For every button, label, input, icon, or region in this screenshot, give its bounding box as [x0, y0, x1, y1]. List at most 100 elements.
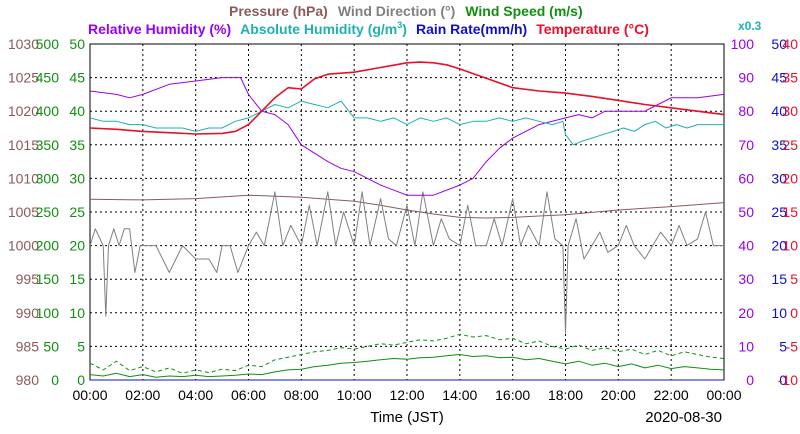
left-tick-wind_speed: 20 [69, 238, 85, 254]
right-tick-temp: -10 [778, 372, 798, 388]
legend-multiplier: x0.3 [738, 19, 762, 33]
right-tick-rain: 15 [771, 271, 787, 287]
left-tick-pressure: 1030 [8, 36, 39, 52]
right-tick-temp: 5 [790, 271, 798, 287]
date-label: 2020-08-30 [645, 409, 722, 426]
x-tick-label: 04:00 [178, 387, 213, 403]
legend-rh: Relative Humidity (%) [88, 21, 231, 37]
right-tick-rain: 25 [771, 204, 787, 220]
series-line-1 [89, 191, 724, 334]
right-tick-temp: 0 [790, 305, 798, 321]
left-tick-wind_speed: 25 [69, 204, 85, 220]
x-axis-title: Time (JST) [370, 409, 444, 426]
right-tick-rh: 40 [738, 238, 754, 254]
legend-wind_dir: Wind Direction (°) [338, 3, 455, 19]
left-tick-pressure: 1025 [8, 70, 39, 86]
x-tick-label: 10:00 [337, 387, 372, 403]
left-tick-wind_dir: 450 [36, 70, 60, 86]
right-tick-rh: 60 [738, 170, 754, 186]
x-tick-label: 14:00 [442, 387, 477, 403]
x-tick-label: 00:00 [706, 387, 741, 403]
right-tick-rh: 50 [738, 204, 754, 220]
right-tick-rain: 10 [771, 305, 787, 321]
left-tick-wind_speed: 0 [77, 372, 85, 388]
left-tick-wind_speed: 30 [69, 170, 85, 186]
left-tick-wind_dir: 500 [36, 36, 60, 52]
right-tick-rain: 50 [771, 36, 787, 52]
right-tick-temp: 15 [782, 204, 798, 220]
legend-rain: Rain Rate(mm/h) [416, 21, 527, 37]
x-tick-label: 08:00 [284, 387, 319, 403]
x-tick-label: 18:00 [548, 387, 583, 403]
x-tick-label: 00:00 [72, 387, 107, 403]
left-tick-wind_dir: 0 [51, 372, 59, 388]
left-tick-wind_dir: 50 [43, 338, 59, 354]
right-tick-temp: 20 [782, 170, 798, 186]
series-line-0 [89, 194, 725, 219]
right-tick-rh: 0 [746, 372, 754, 388]
right-tick-rain: 45 [771, 70, 787, 86]
left-tick-wind_dir: 300 [36, 170, 60, 186]
right-tick-rain: 20 [771, 238, 787, 254]
left-tick-wind_dir: 100 [36, 305, 60, 321]
series-line-4 [89, 77, 725, 196]
legend-temp: Temperature (°C) [536, 21, 649, 37]
series-line-7 [89, 61, 725, 135]
right-tick-temp: 40 [782, 36, 798, 52]
left-tick-wind_dir: 150 [36, 271, 60, 287]
right-tick-rain: 40 [771, 103, 787, 119]
right-tick-rain: 0 [779, 372, 787, 388]
left-tick-wind_dir: 250 [36, 204, 60, 220]
right-tick-rh: 20 [738, 305, 754, 321]
left-tick-pressure: 1010 [8, 170, 39, 186]
x-tick-label: 12:00 [389, 387, 424, 403]
series-line-5 [89, 100, 724, 146]
legend: Pressure (hPa) Wind Direction (°) Wind Spe… [88, 3, 762, 37]
left-tick-wind_speed: 35 [69, 137, 85, 153]
right-tick-rain: 35 [771, 137, 787, 153]
left-tick-pressure: 985 [16, 338, 40, 354]
right-tick-rh: 70 [738, 137, 754, 153]
left-tick-wind_speed: 50 [69, 36, 85, 52]
left-tick-wind_dir: 400 [36, 103, 60, 119]
left-tick-wind_dir: 200 [36, 238, 60, 254]
x-tick-label: 16:00 [495, 387, 530, 403]
right-tick-rain: 5 [779, 338, 787, 354]
left-tick-pressure: 1005 [8, 204, 39, 220]
x-tick-label: 02:00 [125, 387, 160, 403]
left-tick-pressure: 980 [16, 372, 40, 388]
right-tick-temp: 10 [782, 238, 798, 254]
left-tick-pressure: 990 [16, 305, 40, 321]
series-line-2 [89, 354, 725, 378]
legend-ah: Absolute Humidity (g/m3) [240, 20, 407, 37]
legend-pressure: Pressure (hPa) [229, 3, 328, 19]
left-tick-wind_speed: 15 [69, 271, 85, 287]
left-tick-pressure: 1000 [8, 238, 39, 254]
right-tick-rh: 90 [738, 70, 754, 86]
right-tick-temp: -5 [786, 338, 799, 354]
x-tick-label: 06:00 [231, 387, 266, 403]
left-tick-wind_speed: 45 [69, 70, 85, 86]
x-axis: 00:00 02:00 04:00 06:00 08:00 10:00 12:00 14:00… [72, 387, 741, 403]
legend-wind_speed: Wind Speed (m/s) [465, 3, 582, 19]
right-tick-rh: 30 [738, 271, 754, 287]
plot-area [89, 61, 725, 381]
right-tick-rh: 80 [738, 103, 754, 119]
left-tick-wind_speed: 5 [77, 338, 85, 354]
left-tick-pressure: 1020 [8, 103, 39, 119]
left-tick-pressure: 995 [16, 271, 40, 287]
left-tick-wind_speed: 40 [69, 103, 85, 119]
left-tick-pressure: 1015 [8, 137, 39, 153]
right-tick-temp: 25 [782, 137, 798, 153]
right-tick-rh: 10 [738, 338, 754, 354]
x-tick-label: 22:00 [654, 387, 689, 403]
right-tick-temp: 35 [782, 70, 798, 86]
right-tick-rh: 100 [731, 36, 755, 52]
x-tick-label: 20:00 [601, 387, 636, 403]
left-tick-wind_dir: 350 [36, 137, 60, 153]
right-tick-temp: 30 [782, 103, 798, 119]
right-axes: 1009080706050403020100504540353025201510… [731, 36, 799, 388]
left-tick-wind_speed: 10 [69, 305, 85, 321]
